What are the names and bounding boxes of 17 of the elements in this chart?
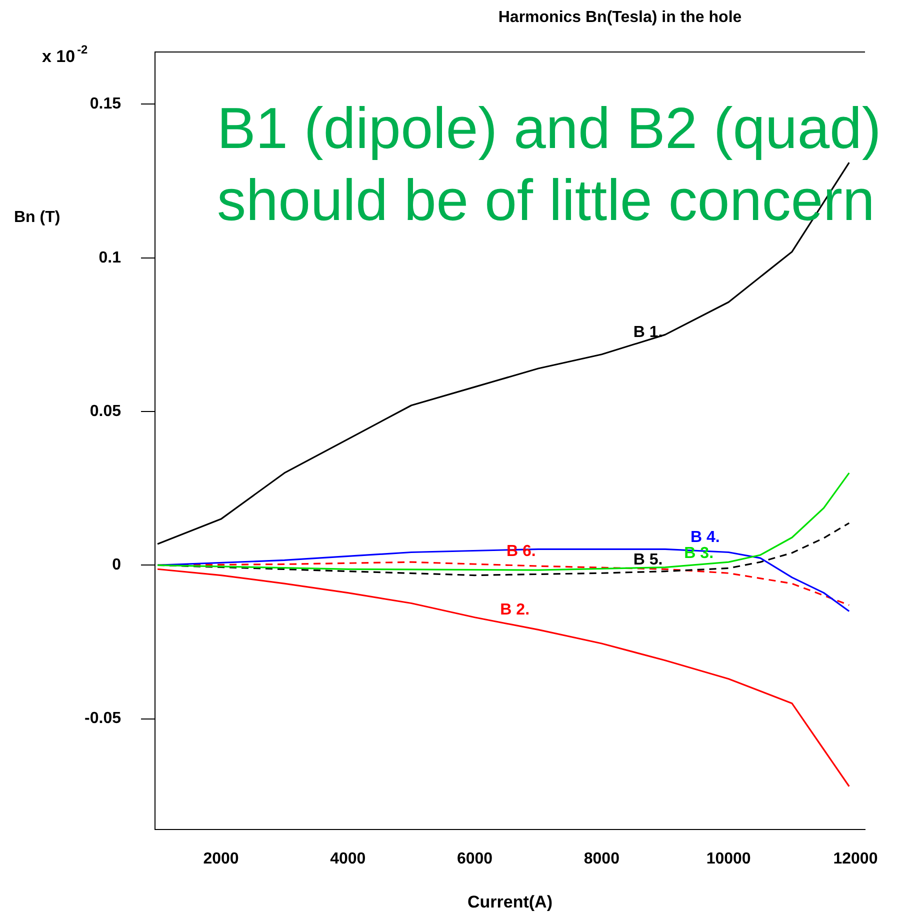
x-tick-label: 10000 bbox=[706, 850, 751, 868]
x-tick-label: 2000 bbox=[203, 850, 239, 868]
x-tick-label: 8000 bbox=[584, 850, 620, 868]
x-axis-title: Current(A) bbox=[468, 892, 552, 912]
annotation: B 5. bbox=[633, 552, 663, 569]
y-tick-label: 0.05 bbox=[90, 402, 122, 420]
y-tick-label: 0 bbox=[112, 556, 122, 574]
chart-title: Harmonics Bn(Tesla) in the hole bbox=[498, 9, 742, 26]
annotation: B 4. bbox=[690, 529, 720, 546]
x-tick-label: 12000 bbox=[833, 850, 878, 868]
x-tick-label: 6000 bbox=[456, 850, 493, 868]
y-tick-label: 0.1 bbox=[98, 249, 122, 266]
y-axis-title: Bn (T) bbox=[14, 209, 60, 226]
x-tick-label: 4000 bbox=[330, 850, 366, 868]
annotation: B 2. bbox=[500, 601, 530, 618]
y-tick-label: 0.15 bbox=[90, 96, 122, 113]
y-tick-label: -0.05 bbox=[84, 710, 122, 728]
